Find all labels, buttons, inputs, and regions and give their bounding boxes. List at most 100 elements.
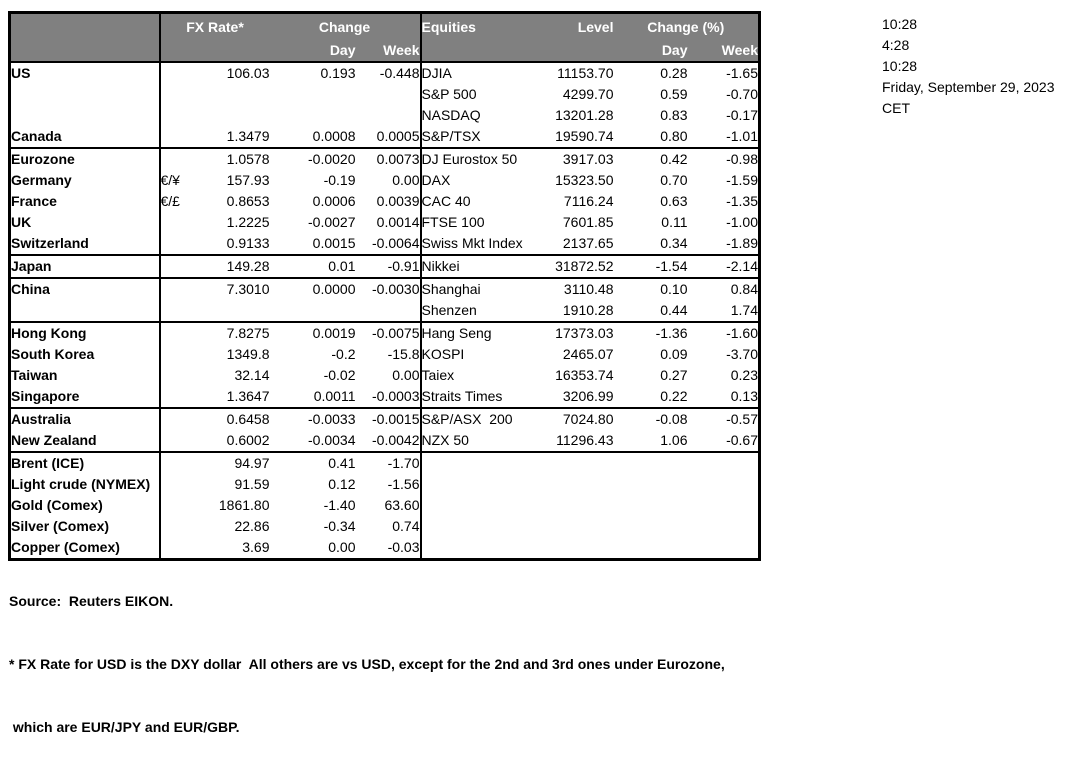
fx-day-change-cell: 0.0019 bbox=[269, 321, 356, 344]
fx-week-change-cell: 0.0039 bbox=[355, 191, 422, 212]
row-label-cell: Brent (ICE) bbox=[9, 451, 161, 474]
row-label-cell: US bbox=[9, 61, 161, 84]
fx-day-change-cell: -0.19 bbox=[323, 172, 356, 188]
row-label-cell: UK bbox=[9, 212, 161, 233]
fx-rate-header: FX Rate* bbox=[159, 12, 270, 40]
fx-day-change-cell: 0.193 bbox=[269, 61, 356, 84]
row-label-cell: Taiwan bbox=[9, 365, 161, 386]
timestamp-1: 10:28 bbox=[882, 16, 918, 32]
equity-name-cell: FTSE 100 bbox=[421, 214, 485, 230]
equity-level-cell: 11153.70 bbox=[551, 61, 614, 84]
fx-week-change-cell: 0.0073 bbox=[355, 147, 422, 170]
equity-level-cell: 2465.07 bbox=[562, 346, 614, 362]
fx-day-change-cell: 0.00 bbox=[328, 539, 356, 555]
fx-rate-cell: 0.9133 bbox=[226, 235, 270, 251]
fx-rate-cell: 1.3479 bbox=[226, 128, 270, 144]
equity-name-cell: S&P 500 bbox=[421, 86, 477, 102]
currency-pair-cell bbox=[159, 277, 190, 300]
equity-week-change-cell bbox=[688, 474, 760, 495]
fx-day-change-cell: -0.2 bbox=[331, 346, 356, 362]
equity-name-cell: DAX bbox=[421, 172, 451, 188]
fx-week-change-cell: -15.8 bbox=[355, 344, 422, 365]
blank-header-cell bbox=[551, 40, 614, 62]
fx-day-change-cell: 0.01 bbox=[269, 254, 356, 278]
equity-name-cell bbox=[421, 516, 552, 537]
fx-day-change-cell: 0.0006 bbox=[312, 193, 356, 209]
currency-pair-cell bbox=[160, 386, 190, 408]
equity-week-change-cell: -0.17 bbox=[726, 107, 758, 123]
fx-week-change-cell: 0.0005 bbox=[355, 126, 422, 148]
equity-level-cell: 7024.80 bbox=[551, 407, 614, 430]
equity-level-cell: 31872.52 bbox=[551, 254, 614, 278]
equity-week-change-cell: -2.14 bbox=[687, 254, 760, 278]
currency-pair-cell bbox=[160, 212, 190, 233]
equity-name-cell bbox=[421, 474, 552, 495]
fx-week-change-cell: -0.03 bbox=[355, 537, 422, 560]
fx-rate-cell: 0.6002 bbox=[226, 432, 270, 448]
table-row: Shenzen 1910.28 0.44 1.74 bbox=[9, 300, 760, 322]
table-row: New Zealand 0.6002 -0.0034 -0.0042 NZX 50 112… bbox=[9, 430, 760, 452]
row-label-cell: Hong Kong bbox=[9, 321, 161, 344]
footnote-line-1: * FX Rate for USD is the DXY dollar All … bbox=[9, 656, 725, 672]
row-label-cell: Canada bbox=[9, 126, 161, 148]
row-label-cell: Germany bbox=[9, 170, 161, 191]
fx-week-change-cell: -0.0064 bbox=[355, 233, 422, 255]
timestamp-block: 10:28 4:28 10:28 Friday, September 29, 2… bbox=[882, 14, 1055, 119]
equity-day-header: Day bbox=[613, 40, 688, 62]
fx-rate-cell: 0.8653 bbox=[226, 193, 270, 209]
equity-day-change-cell: 0.44 bbox=[660, 302, 688, 318]
currency-pair-cell bbox=[159, 451, 190, 474]
equity-change-header: Change (%) bbox=[613, 12, 760, 40]
fx-week-change-cell bbox=[355, 84, 422, 105]
equity-name-cell: DJ Eurostox 50 bbox=[420, 147, 552, 170]
currency-pair-cell bbox=[160, 516, 190, 537]
equity-day-change-cell bbox=[614, 474, 688, 495]
currency-pair-cell bbox=[160, 105, 190, 126]
row-label-cell: New Zealand bbox=[9, 430, 161, 452]
currency-pair-cell bbox=[160, 344, 190, 365]
equity-day-change-cell: 0.27 bbox=[660, 367, 688, 383]
market-table: FX Rate* Change Equities Level Change (%… bbox=[8, 11, 761, 561]
table-row: S&P 500 4299.70 0.59 -0.70 bbox=[9, 84, 760, 105]
equity-week-change-cell bbox=[688, 516, 760, 537]
table-row: Copper (Comex) 3.69 0.00 -0.03 bbox=[9, 537, 760, 560]
equity-level-cell: 3917.03 bbox=[551, 147, 614, 170]
row-label-cell bbox=[9, 84, 161, 105]
corner-cell bbox=[9, 12, 161, 62]
equity-level-cell: 4299.70 bbox=[562, 86, 614, 102]
row-label-cell: Australia bbox=[9, 407, 161, 430]
table-row: Switzerland 0.9133 0.0015 -0.0064 Swiss Mkt … bbox=[9, 233, 760, 255]
equity-level-cell: 7116.24 bbox=[563, 193, 614, 209]
equity-week-change-cell: -0.70 bbox=[726, 86, 758, 102]
table-row: France €/£ 0.8653 0.0006 0.0039 CAC 40 7116.24… bbox=[9, 191, 760, 212]
fx-rate-cell: 149.28 bbox=[189, 254, 270, 278]
currency-pair-cell bbox=[159, 147, 190, 170]
equity-day-change-cell: 0.80 bbox=[660, 128, 688, 144]
row-label-cell: Silver (Comex) bbox=[9, 516, 161, 537]
equity-name-cell: Shanghai bbox=[420, 277, 552, 300]
currency-pair-cell: €/£ bbox=[160, 193, 180, 209]
fx-day-change-cell: -0.0020 bbox=[269, 147, 356, 170]
currency-pair-cell bbox=[160, 233, 190, 255]
row-label-cell: Copper (Comex) bbox=[9, 537, 161, 560]
table-body: US 106.03 0.193 -0.448 DJIA 11153.70 0.28 -1.65… bbox=[9, 61, 760, 560]
equity-name-cell: Taiex bbox=[421, 367, 455, 383]
equity-name-cell: Nikkei bbox=[420, 254, 552, 278]
fx-day-change-cell: 0.0008 bbox=[312, 128, 356, 144]
equity-week-change-cell: -1.35 bbox=[726, 193, 758, 209]
equity-day-change-cell: -1.36 bbox=[613, 321, 688, 344]
fx-rate-cell: 0.6458 bbox=[189, 407, 270, 430]
equity-week-change-cell: -1.89 bbox=[726, 235, 758, 251]
fx-rate-cell: 106.03 bbox=[189, 61, 270, 84]
equity-week-header: Week bbox=[687, 40, 760, 62]
fx-day-change-cell: -0.02 bbox=[323, 367, 356, 383]
row-label-cell: France bbox=[9, 191, 161, 212]
equity-level-cell: 3110.48 bbox=[551, 277, 614, 300]
row-label-cell: South Korea bbox=[9, 344, 161, 365]
fx-rate-cell: 1861.80 bbox=[218, 497, 270, 513]
fx-week-change-cell bbox=[355, 300, 422, 322]
equity-level-cell: 7601.85 bbox=[562, 214, 614, 230]
equity-week-change-cell: 0.23 bbox=[730, 367, 758, 383]
equity-day-change-cell: 0.70 bbox=[660, 172, 688, 188]
equity-week-change-cell: -0.67 bbox=[726, 432, 758, 448]
